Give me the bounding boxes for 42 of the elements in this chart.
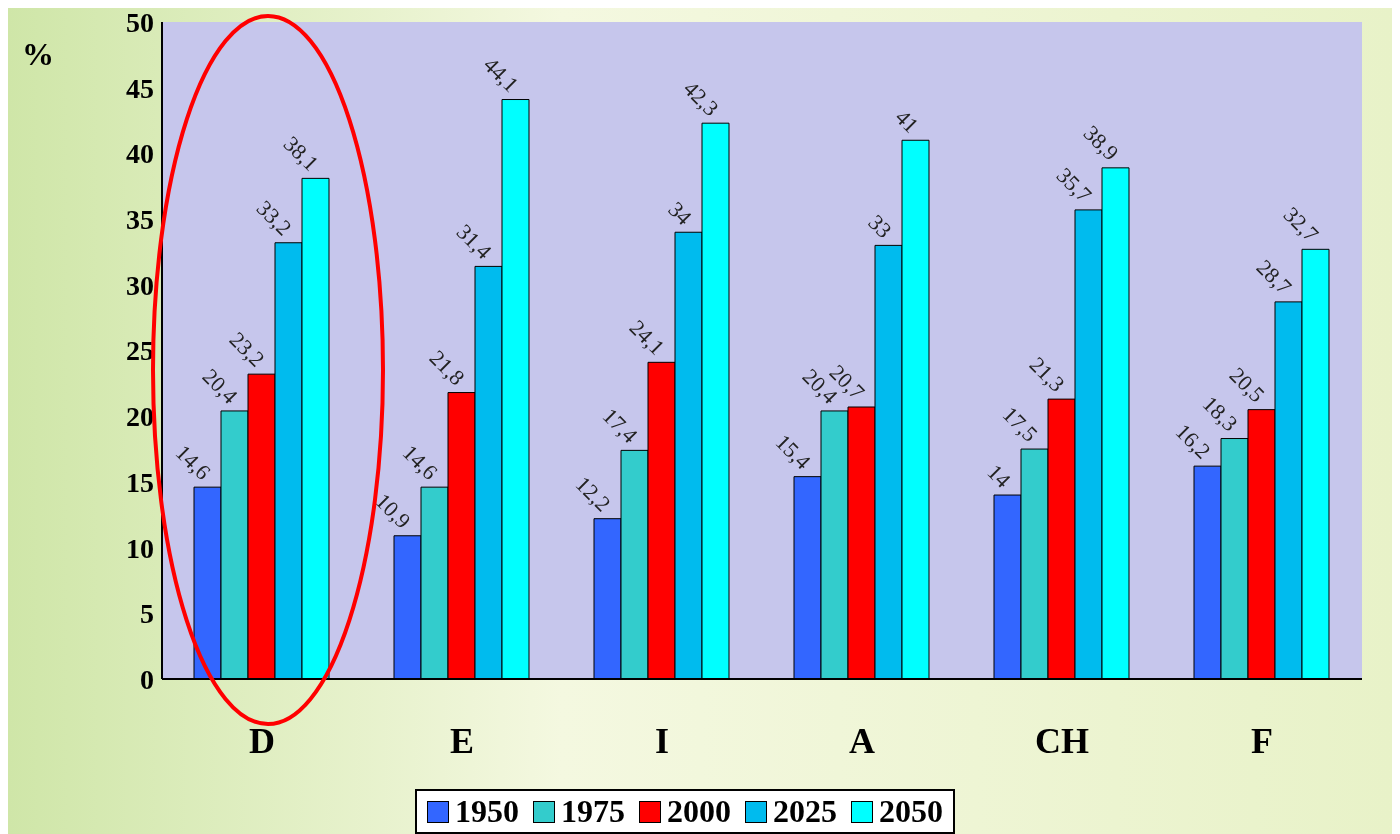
data-label: 15,4 bbox=[770, 429, 816, 475]
legend-label: 2050 bbox=[878, 793, 943, 830]
legend-label: 1975 bbox=[560, 793, 625, 830]
data-label: 21,3 bbox=[1024, 351, 1070, 397]
data-label: 32,7 bbox=[1278, 201, 1324, 247]
data-label: 33 bbox=[863, 209, 897, 243]
data-label: 17,5 bbox=[997, 401, 1043, 447]
x-tick-label: I bbox=[654, 720, 670, 761]
data-label: 41 bbox=[890, 104, 924, 138]
legend-label: 1950 bbox=[454, 793, 519, 830]
data-label: 14,6 bbox=[170, 439, 216, 485]
data-label: 42,3 bbox=[678, 75, 724, 121]
y-tick-label: 50 bbox=[126, 6, 154, 38]
data-label: 28,7 bbox=[1251, 254, 1297, 300]
data-label: 17,4 bbox=[597, 403, 643, 448]
x-tick-label: CH bbox=[1035, 720, 1089, 761]
data-label: 44,1 bbox=[478, 52, 524, 98]
data-label: 12,2 bbox=[570, 471, 616, 517]
legend-label: 2000 bbox=[666, 793, 731, 830]
y-tick-label: 30 bbox=[126, 269, 154, 301]
x-tick-label: A bbox=[849, 720, 875, 761]
y-tick-label: 35 bbox=[126, 204, 154, 236]
y-axis-title: % bbox=[22, 36, 54, 73]
data-label: 14 bbox=[982, 459, 1016, 493]
data-label: 31,4 bbox=[451, 219, 497, 264]
data-label: 10,9 bbox=[370, 488, 416, 534]
legend-label: 2025 bbox=[772, 793, 837, 830]
y-tick-label: 15 bbox=[126, 466, 154, 498]
data-label: 24,1 bbox=[624, 314, 670, 360]
data-label: 34 bbox=[663, 196, 697, 230]
data-label: 33,2 bbox=[251, 195, 297, 241]
x-tick-label: F bbox=[1251, 720, 1273, 761]
y-tick-label: 0 bbox=[140, 663, 154, 695]
data-label: 21,8 bbox=[424, 345, 470, 391]
y-tick-label: 45 bbox=[126, 72, 154, 104]
data-label: 14,6 bbox=[397, 439, 443, 485]
x-tick-label: E bbox=[449, 720, 475, 761]
y-tick-label: 5 bbox=[140, 598, 154, 630]
y-tick-label: 10 bbox=[126, 532, 154, 564]
data-label: 38,1 bbox=[278, 131, 324, 176]
x-tick-label: D bbox=[249, 720, 275, 761]
y-tick-label: 40 bbox=[126, 138, 154, 170]
